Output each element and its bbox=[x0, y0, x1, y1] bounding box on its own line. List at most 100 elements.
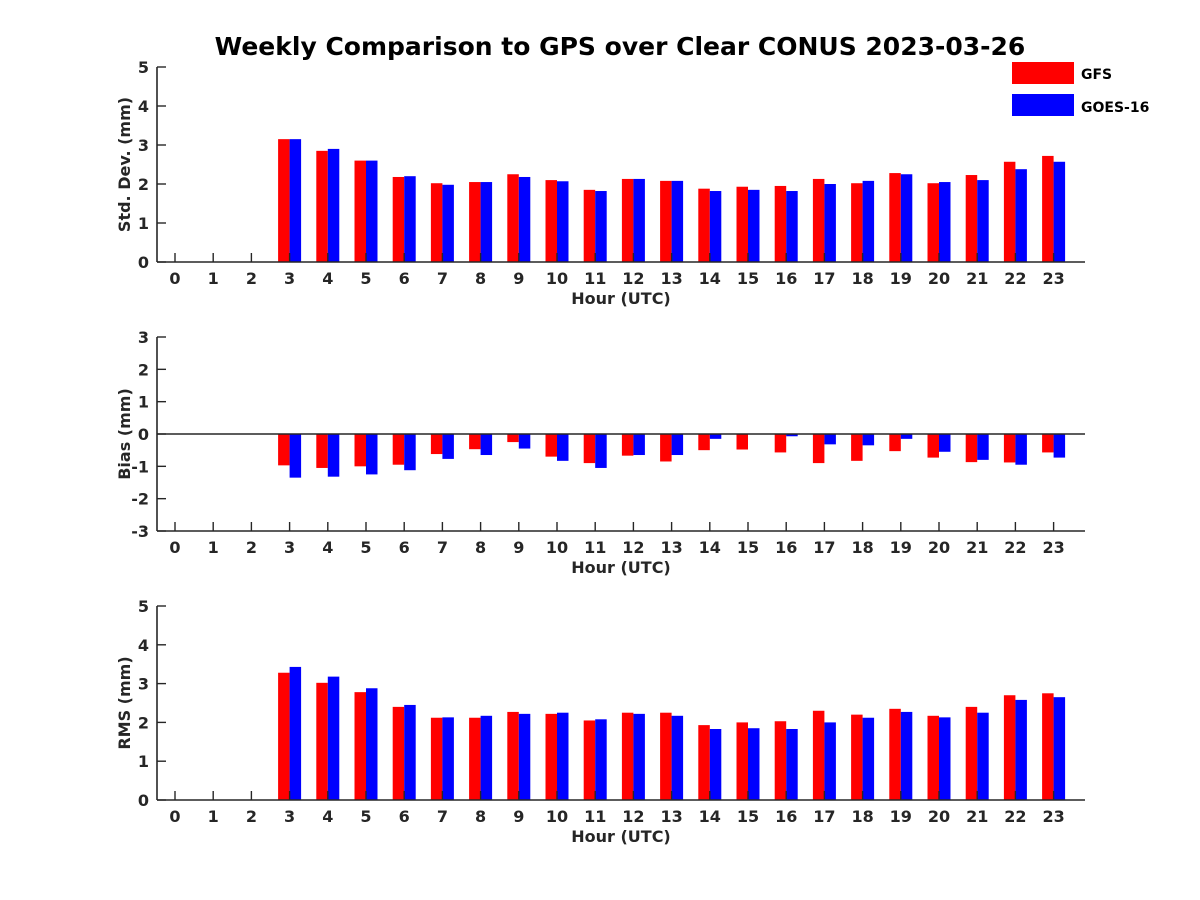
legend-label-gfs: GFS bbox=[1081, 67, 1112, 83]
x-tick-label: 6 bbox=[399, 538, 410, 557]
bar-goes16-hour-13 bbox=[671, 434, 684, 456]
y-tick-label: 2 bbox=[138, 175, 149, 194]
bar-gfs-hour-22 bbox=[1003, 161, 1016, 262]
x-tick-label: 17 bbox=[813, 538, 835, 557]
x-tick-label: 14 bbox=[699, 269, 721, 288]
x-tick-label: 22 bbox=[1004, 807, 1026, 826]
bar-gfs-hour-21 bbox=[965, 434, 978, 463]
bar-gfs-hour-23 bbox=[1042, 693, 1054, 800]
bar-goes16-hour-10 bbox=[557, 434, 569, 461]
y-axis-label: Std. Dev. (mm) bbox=[115, 97, 134, 232]
y-tick-label: 3 bbox=[138, 675, 149, 694]
bar-goes16-hour-4 bbox=[327, 434, 340, 477]
x-tick-label: 12 bbox=[622, 269, 644, 288]
x-tick-label: 13 bbox=[660, 269, 682, 288]
x-tick-label: 7 bbox=[437, 269, 448, 288]
x-tick-label: 5 bbox=[360, 807, 371, 826]
x-tick-label: 21 bbox=[966, 807, 988, 826]
x-tick-label: 3 bbox=[284, 807, 295, 826]
x-tick-label: 10 bbox=[546, 807, 568, 826]
bar-goes16-hour-12 bbox=[633, 178, 645, 262]
bar-goes16-hour-14 bbox=[709, 434, 722, 439]
x-tick-label: 1 bbox=[208, 538, 219, 557]
y-tick-label: 1 bbox=[138, 752, 149, 771]
x-tick-label: 20 bbox=[928, 807, 950, 826]
bar-gfs-hour-17 bbox=[812, 178, 825, 262]
y-tick-label: -2 bbox=[131, 490, 149, 509]
x-tick-label: 7 bbox=[437, 538, 448, 557]
x-tick-label: 0 bbox=[169, 807, 180, 826]
x-tick-label: 8 bbox=[475, 269, 486, 288]
x-tick-label: 8 bbox=[475, 538, 486, 557]
bar-gfs-hour-19 bbox=[889, 173, 901, 262]
bar-gfs-hour-21 bbox=[965, 706, 978, 800]
y-tick-label: 3 bbox=[138, 328, 149, 347]
bar-gfs-hour-23 bbox=[1042, 155, 1054, 262]
x-tick-label: 4 bbox=[322, 538, 333, 557]
bar-goes16-hour-16 bbox=[786, 191, 798, 262]
bar-goes16-hour-3 bbox=[289, 139, 302, 262]
x-tick-label: 17 bbox=[813, 269, 835, 288]
legend-swatch-gfs bbox=[1012, 62, 1074, 84]
bar-gfs-hour-10 bbox=[545, 180, 557, 262]
bar-goes16-hour-11 bbox=[595, 434, 607, 468]
bar-gfs-hour-7 bbox=[430, 183, 443, 262]
bar-goes16-hour-7 bbox=[442, 434, 454, 459]
x-tick-label: 22 bbox=[1004, 538, 1026, 557]
x-tick-label: 13 bbox=[660, 807, 682, 826]
bar-gfs-hour-16 bbox=[774, 185, 787, 262]
bar-gfs-hour-13 bbox=[660, 180, 672, 262]
bar-goes16-hour-12 bbox=[633, 434, 645, 456]
bar-goes16-hour-8 bbox=[480, 434, 493, 456]
bar-gfs-hour-19 bbox=[889, 708, 901, 800]
y-tick-label: 0 bbox=[138, 791, 149, 810]
x-tick-label: 19 bbox=[890, 269, 912, 288]
x-tick-label: 7 bbox=[437, 807, 448, 826]
bar-goes16-hour-4 bbox=[327, 676, 340, 800]
bar-goes16-hour-12 bbox=[633, 713, 645, 800]
bar-gfs-hour-4 bbox=[316, 150, 328, 262]
y-tick-label: 4 bbox=[138, 636, 149, 655]
bar-goes16-hour-23 bbox=[1053, 697, 1066, 800]
x-tick-label: 15 bbox=[737, 538, 759, 557]
bar-gfs-hour-10 bbox=[545, 434, 557, 457]
bar-goes16-hour-17 bbox=[824, 434, 836, 445]
y-tick-label: 2 bbox=[138, 360, 149, 379]
chart-title: Weekly Comparison to GPS over Clear CONU… bbox=[215, 32, 1026, 61]
x-tick-label: 9 bbox=[513, 269, 524, 288]
y-tick-label: 3 bbox=[138, 136, 149, 155]
x-tick-label: 23 bbox=[1042, 538, 1064, 557]
bar-goes16-hour-11 bbox=[595, 719, 607, 800]
bar-goes16-hour-10 bbox=[557, 181, 569, 262]
bar-gfs-hour-11 bbox=[583, 720, 596, 800]
bar-gfs-hour-21 bbox=[965, 175, 978, 262]
bar-goes16-hour-18 bbox=[862, 434, 875, 446]
x-tick-label: 0 bbox=[169, 538, 180, 557]
x-axis-label: Hour (UTC) bbox=[571, 558, 671, 577]
x-tick-label: 3 bbox=[284, 269, 295, 288]
x-tick-label: 6 bbox=[399, 269, 410, 288]
bar-goes16-hour-5 bbox=[366, 160, 378, 262]
x-axis-label: Hour (UTC) bbox=[571, 289, 671, 308]
bar-goes16-hour-22 bbox=[1015, 169, 1027, 262]
bar-goes16-hour-10 bbox=[557, 712, 569, 800]
x-tick-label: 13 bbox=[660, 538, 682, 557]
x-tick-label: 15 bbox=[737, 269, 759, 288]
bar-goes16-hour-23 bbox=[1053, 434, 1066, 458]
x-tick-label: 18 bbox=[851, 807, 873, 826]
bar-gfs-hour-17 bbox=[812, 710, 825, 800]
bar-gfs-hour-12 bbox=[621, 434, 634, 456]
x-tick-label: 19 bbox=[890, 538, 912, 557]
bar-gfs-hour-10 bbox=[545, 713, 557, 800]
bar-gfs-hour-20 bbox=[927, 715, 939, 800]
bar-gfs-hour-14 bbox=[698, 725, 710, 800]
y-tick-label: 5 bbox=[138, 597, 149, 616]
bar-goes16-hour-9 bbox=[518, 713, 531, 800]
bar-gfs-hour-14 bbox=[698, 434, 710, 451]
bar-gfs-hour-5 bbox=[354, 692, 366, 800]
bar-goes16-hour-19 bbox=[900, 434, 913, 439]
bar-gfs-hour-15 bbox=[736, 186, 748, 262]
bar-gfs-hour-8 bbox=[469, 717, 481, 800]
x-tick-label: 1 bbox=[208, 807, 219, 826]
y-tick-label: 0 bbox=[138, 425, 149, 444]
